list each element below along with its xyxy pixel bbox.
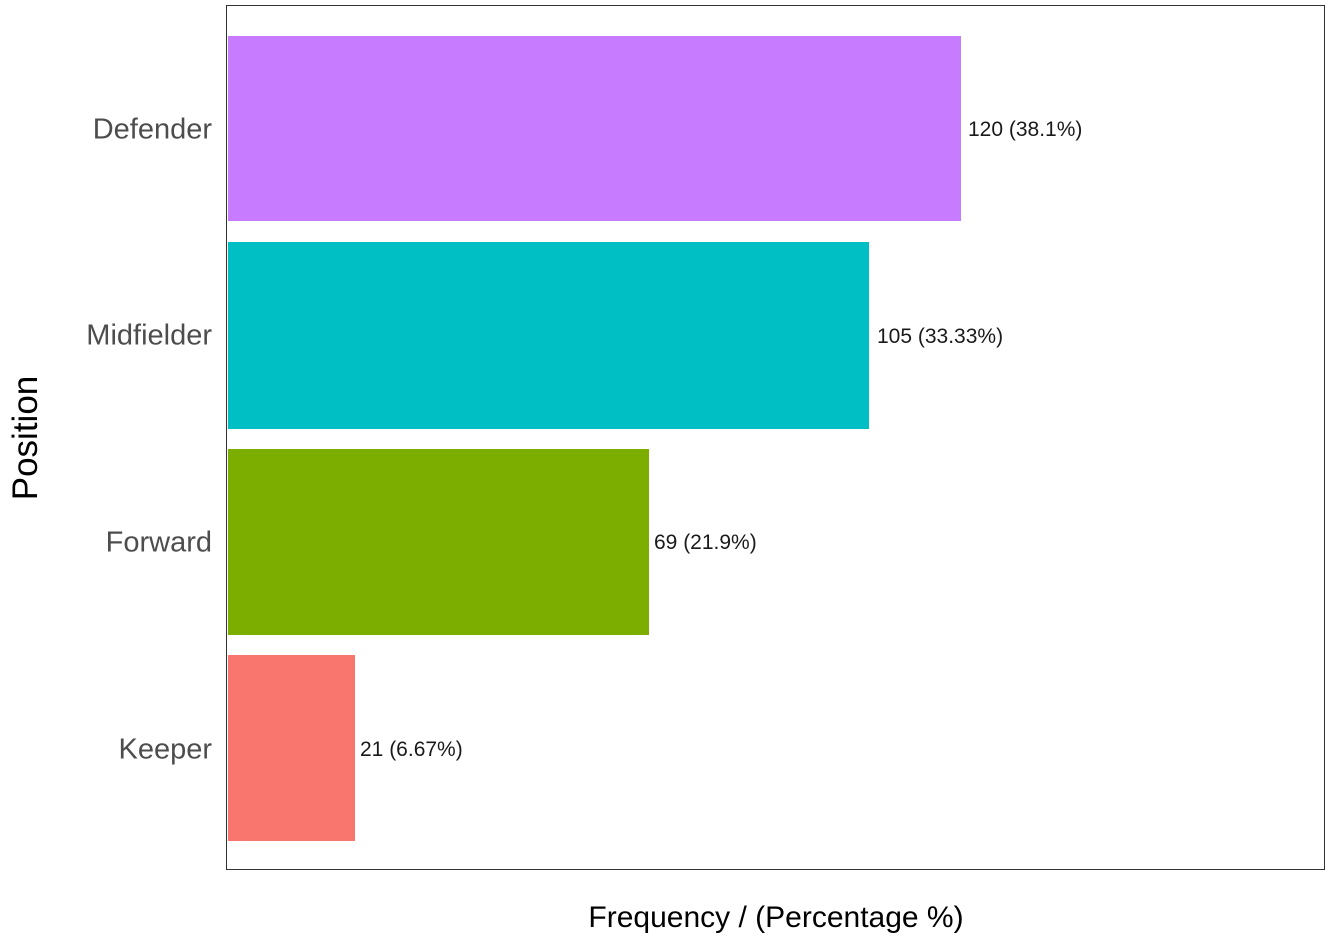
y-tick-keeper: Keeper — [118, 733, 212, 766]
y-tick-defender: Defender — [92, 113, 212, 146]
x-axis-label: Frequency / (Percentage %) — [588, 901, 964, 934]
bar-midfielder — [228, 242, 869, 429]
data-label-keeper: 21 (6.67%) — [360, 738, 463, 761]
data-label-midfielder: 105 (33.33%) — [877, 325, 1004, 348]
data-label-defender: 120 (38.1%) — [968, 118, 1083, 141]
y-tick-midfielder: Midfielder — [86, 319, 212, 352]
bar-keeper — [228, 655, 355, 841]
y-tick-forward: Forward — [105, 526, 212, 559]
bar-forward — [228, 449, 649, 635]
data-label-forward: 69 (21.9%) — [654, 531, 757, 554]
y-axis-label: Position — [6, 375, 45, 501]
bar-defender — [228, 36, 961, 221]
plot-panel: 120 (38.1%) 105 (33.33%) 69 (21.9%) 21 (… — [226, 5, 1325, 870]
